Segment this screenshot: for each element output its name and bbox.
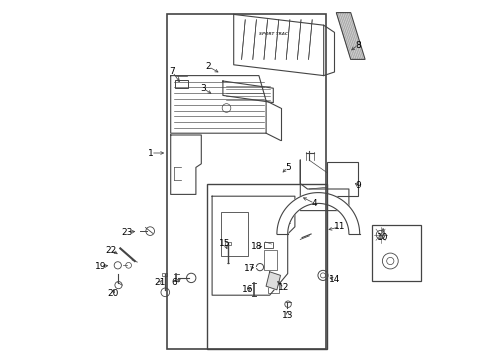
Bar bbox=[167, 14, 325, 349]
Bar bbox=[264, 242, 273, 248]
Text: 4: 4 bbox=[311, 199, 317, 208]
Text: 9: 9 bbox=[354, 181, 360, 190]
Text: 10: 10 bbox=[377, 233, 388, 242]
Text: 12: 12 bbox=[278, 284, 289, 292]
Bar bbox=[175, 80, 187, 88]
Polygon shape bbox=[336, 13, 365, 59]
Text: 2: 2 bbox=[205, 62, 211, 71]
Text: 6: 6 bbox=[171, 278, 177, 287]
Text: 17: 17 bbox=[244, 264, 255, 273]
Polygon shape bbox=[276, 193, 359, 234]
Bar bbox=[225, 242, 231, 245]
Text: 7: 7 bbox=[169, 68, 175, 77]
Bar bbox=[221, 212, 247, 256]
Text: 23: 23 bbox=[122, 228, 133, 237]
Text: 5: 5 bbox=[284, 163, 290, 172]
Text: 8: 8 bbox=[354, 40, 360, 49]
Text: 19: 19 bbox=[95, 262, 106, 271]
Text: 16: 16 bbox=[242, 285, 253, 294]
Bar bbox=[326, 162, 357, 196]
Text: 3: 3 bbox=[200, 84, 205, 93]
Bar bbox=[162, 273, 167, 276]
Polygon shape bbox=[265, 272, 280, 290]
Text: 14: 14 bbox=[328, 274, 340, 284]
Text: 20: 20 bbox=[107, 289, 119, 298]
Text: SPORT TRAC: SPORT TRAC bbox=[258, 32, 287, 36]
Bar bbox=[371, 225, 420, 281]
Text: 15: 15 bbox=[219, 238, 230, 248]
Text: 1: 1 bbox=[148, 149, 153, 158]
Text: 22: 22 bbox=[105, 246, 117, 255]
Bar bbox=[267, 279, 278, 293]
Text: 11: 11 bbox=[333, 222, 345, 231]
Text: 21: 21 bbox=[154, 278, 165, 287]
Text: 13: 13 bbox=[282, 310, 293, 320]
Bar bbox=[264, 250, 276, 270]
Bar bbox=[206, 184, 326, 349]
Text: 18: 18 bbox=[251, 242, 263, 251]
